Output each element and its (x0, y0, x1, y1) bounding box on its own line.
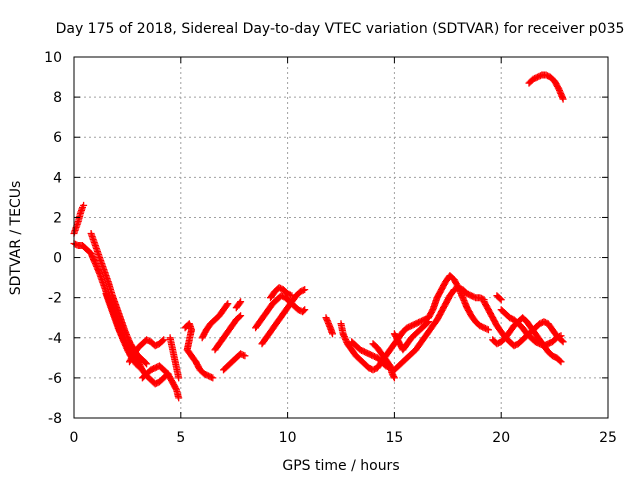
data-points-layer (70, 71, 567, 402)
data-point (300, 307, 308, 315)
data-point (143, 360, 151, 368)
x-tick-label: 15 (385, 430, 403, 446)
data-point (329, 330, 336, 338)
data-point (236, 313, 243, 321)
data-point (286, 291, 294, 299)
data-point (237, 312, 245, 320)
x-tick-label: 25 (599, 430, 617, 446)
data-point (160, 336, 168, 344)
data-point (175, 394, 183, 402)
data-point (484, 326, 492, 334)
x-tick-label: 5 (176, 430, 185, 446)
data-point (236, 299, 244, 307)
grid-layer (74, 57, 608, 418)
ticks-layer: 0 5 10 15 20 25 -8 -6 -4 -2 0 2 4 6 8 10 (44, 50, 617, 446)
data-point (237, 298, 245, 306)
data-point (390, 374, 398, 382)
data-point (424, 319, 431, 327)
data-point (301, 306, 309, 314)
y-tick-label: 4 (53, 170, 62, 186)
data-point (175, 374, 183, 382)
data-point (288, 292, 296, 300)
data-point (557, 358, 565, 366)
y-tick-label: -8 (48, 411, 62, 427)
y-tick-label: -2 (48, 291, 62, 307)
y-tick-label: -6 (48, 371, 62, 387)
data-point (241, 352, 249, 360)
y-tick-label: 0 (53, 251, 62, 267)
y-tick-label: -4 (48, 331, 62, 347)
data-point (299, 286, 307, 294)
data-point (224, 300, 232, 308)
data-point (556, 357, 564, 365)
data-point (301, 286, 309, 294)
x-tick-label: 0 (70, 430, 79, 446)
data-point (483, 325, 491, 333)
data-point (559, 95, 567, 103)
y-tick-label: 8 (53, 90, 62, 106)
y-tick-label: 2 (53, 210, 62, 226)
data-point (135, 363, 143, 371)
x-tick-label: 20 (492, 430, 510, 446)
data-point (390, 373, 398, 381)
data-point (425, 318, 433, 326)
y-tick-label: 6 (53, 130, 62, 146)
data-point (559, 338, 567, 346)
y-axis-label: SDTVAR / TECUs (8, 181, 24, 296)
data-point (209, 374, 217, 382)
data-point (136, 364, 144, 372)
x-axis-label: GPS time / hours (282, 458, 399, 474)
data-point (558, 337, 566, 345)
data-point (223, 301, 231, 309)
data-point (496, 295, 504, 303)
x-tick-label: 10 (279, 430, 297, 446)
y-tick-label: 10 (44, 50, 62, 66)
data-point (497, 296, 505, 304)
data-point (80, 201, 88, 209)
data-point (142, 359, 150, 367)
data-point (557, 332, 565, 340)
plot-frame (73, 56, 609, 419)
chart-title: Day 175 of 2018, Sidereal Day-to-day VTE… (56, 21, 625, 37)
data-point (159, 337, 167, 345)
data-point (207, 373, 215, 381)
